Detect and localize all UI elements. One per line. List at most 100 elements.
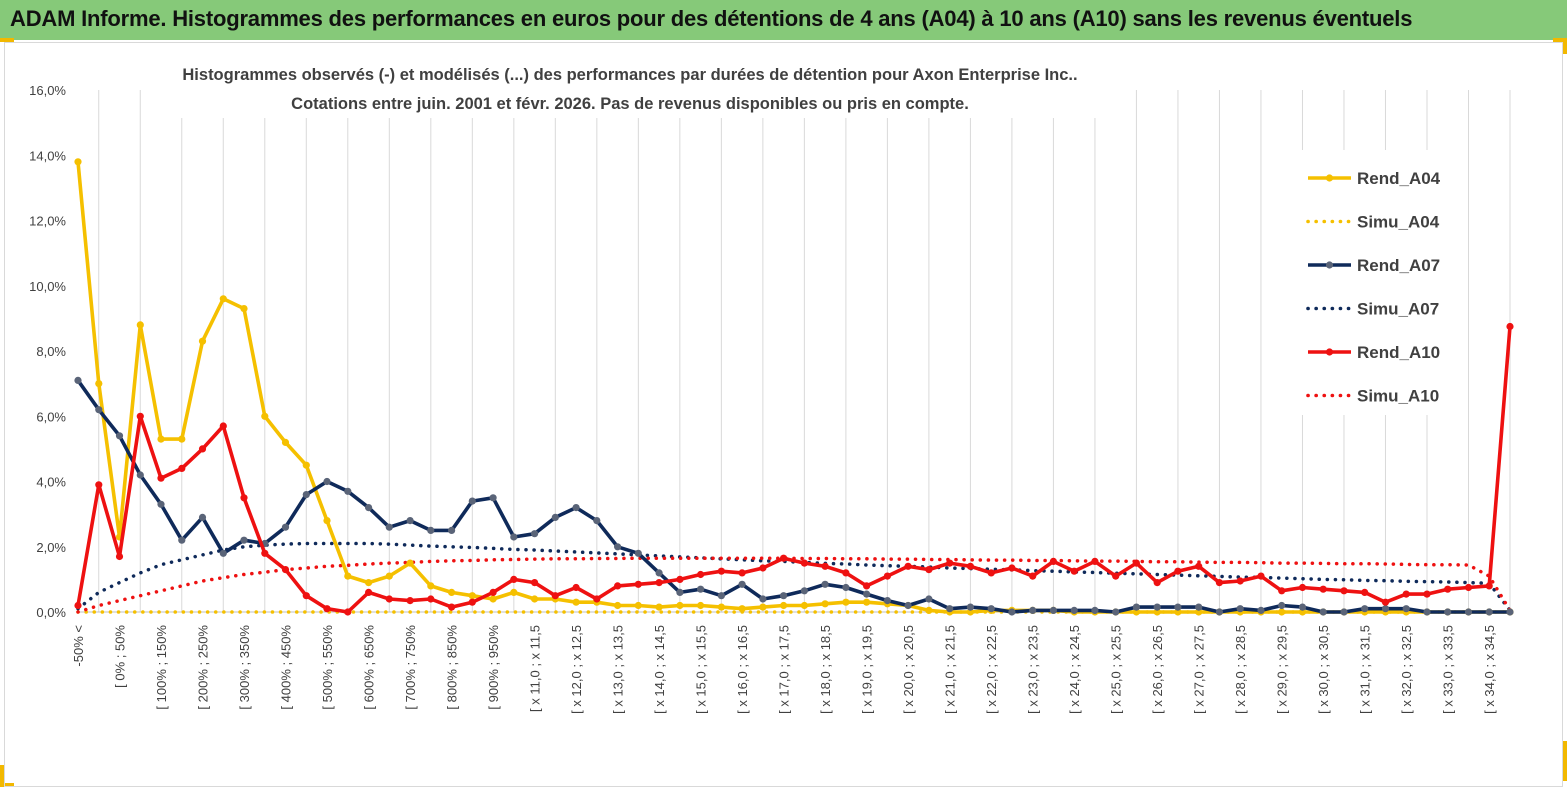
data-point-rend_a07: [821, 580, 829, 588]
data-point-rend_a07: [1257, 606, 1265, 615]
data-point-rend_a10: [780, 554, 788, 562]
data-point-rend_a10: [655, 579, 663, 587]
series-line-rend_a04: [76, 161, 1510, 614]
data-point-rend_a10: [1174, 567, 1182, 575]
data-point-rend_a10: [74, 601, 82, 610]
data-point-rend_a07: [1402, 605, 1410, 613]
data-point-rend_a04: [510, 588, 518, 597]
x-tick-label: [ x 14,0 ; x 14,5: [652, 625, 667, 714]
data-point-rend_a07: [323, 477, 331, 486]
data-point-rend_a07: [1091, 606, 1099, 615]
data-point-rend_a04: [489, 595, 497, 603]
data-point-rend_a07: [1236, 605, 1244, 613]
x-tick-label: [ x 16,0 ; x 16,5: [735, 625, 750, 714]
title-backdrop: [150, 58, 1110, 118]
data-point-rend_a07: [344, 487, 352, 495]
data-point-rend_a07: [738, 580, 746, 588]
x-tick-label: [ x 20,0 ; x 20,5: [901, 625, 916, 714]
data-point-rend_a04: [157, 435, 165, 443]
data-point-rend_a10: [925, 566, 933, 574]
x-tick-label: [ x 33,0 ; x 33,5: [1441, 625, 1456, 714]
data-point-rend_a07: [904, 601, 912, 610]
data-point-rend_a04: [302, 461, 310, 469]
data-point-rend_a07: [842, 583, 850, 592]
data-point-rend_a04: [448, 588, 456, 597]
x-tick-label: [ x 34,0 ; x 34,5: [1482, 625, 1497, 714]
data-point-rend_a04: [717, 603, 726, 611]
data-point-rend_a07: [572, 504, 580, 512]
data-point-rend_a04: [531, 595, 539, 603]
data-point-rend_a10: [1506, 322, 1514, 331]
data-point-rend_a07: [1298, 603, 1307, 611]
data-point-rend_a07: [759, 595, 767, 603]
y-tick-label: 0,0%: [36, 605, 66, 620]
data-point-rend_a10: [966, 562, 975, 570]
legend: Rend_A04 Simu_A04 Rend_A07 Simu_A07 Rend_A10…: [1306, 169, 1441, 406]
x-tick-label: [ 600% ; 650%: [362, 625, 377, 710]
data-point-rend_a04: [780, 601, 788, 610]
data-point-rend_a04: [198, 337, 207, 345]
data-point-rend_a10: [115, 552, 124, 561]
data-point-rend_a10: [883, 572, 892, 580]
data-point-rend_a10: [448, 603, 456, 611]
data-point-rend_a07: [115, 432, 124, 440]
data-point-rend_a07: [1049, 606, 1057, 615]
data-point-rend_a10: [1319, 585, 1327, 593]
data-point-rend_a10: [1381, 598, 1390, 606]
chart-frame: [4, 42, 1563, 787]
data-point-rend_a04: [365, 579, 373, 587]
vertical-gridlines: [98, 90, 1511, 612]
data-point-rend_a07: [157, 500, 165, 508]
y-tick-label: 16,0%: [29, 83, 66, 98]
data-point-rend_a07: [489, 494, 497, 502]
data-point-rend_a10: [738, 569, 746, 577]
data-point-rend_a10: [1402, 590, 1410, 598]
corner-mark-top-left: [0, 38, 14, 42]
data-point-rend_a07: [800, 587, 809, 595]
x-tick-label: [ x 12,0 ; x 12,5: [569, 625, 584, 714]
x-tick-label: [ x 24,0 ; x 24,5: [1067, 625, 1082, 714]
data-point-rend_a04: [385, 572, 393, 580]
data-point-rend_a07: [240, 536, 248, 544]
data-point-rend_a07: [1361, 605, 1369, 613]
data-point-rend_a07: [385, 523, 393, 531]
report-banner: ADAM Informe. Histogrammes des performan…: [0, 0, 1567, 40]
data-point-rend_a04: [281, 438, 290, 446]
legend-label-simu_a10: Simu_A10: [1357, 387, 1439, 406]
data-point-rend_a10: [427, 595, 435, 603]
data-point-rend_a04: [738, 605, 746, 613]
data-point-rend_a04: [323, 517, 331, 525]
data-point-rend_a04: [655, 603, 663, 611]
data-point-rend_a10: [1195, 562, 1203, 570]
x-tick-label: [ 300% ; 350%: [237, 625, 252, 710]
legend-label-simu_a07: Simu_A07: [1357, 300, 1439, 319]
data-point-rend_a10: [1132, 559, 1140, 567]
data-point-rend_a10: [219, 422, 227, 430]
data-point-rend_a07: [966, 603, 975, 611]
x-tick-label: [ x 13,0 ; x 13,5: [611, 625, 626, 714]
data-point-rend_a07: [614, 543, 622, 551]
legend-marker: [1325, 174, 1334, 182]
x-tick-label: -50% <: [71, 625, 86, 667]
data-point-rend_a04: [344, 572, 352, 580]
data-point-rend_a07: [531, 530, 539, 538]
y-tick-label: 8,0%: [36, 344, 66, 359]
y-tick-label: 14,0%: [29, 148, 66, 163]
data-point-rend_a10: [1049, 557, 1057, 566]
data-point-rend_a07: [1506, 608, 1514, 616]
data-point-rend_a10: [385, 595, 393, 603]
data-point-rend_a10: [178, 464, 186, 472]
data-point-rend_a07: [655, 569, 663, 577]
data-point-rend_a10: [1485, 582, 1493, 590]
x-tick-label: [ x 23,0 ; x 23,5: [1026, 625, 1041, 714]
data-point-rend_a10: [863, 582, 871, 590]
corner-mark-right-bottom: [1563, 741, 1567, 781]
data-point-rend_a10: [634, 580, 642, 588]
x-tick-label: [ 100% ; 150%: [154, 625, 169, 710]
data-point-rend_a07: [593, 517, 601, 525]
data-point-rend_a07: [365, 504, 373, 512]
data-point-rend_a04: [1278, 608, 1286, 616]
data-point-rend_a10: [261, 549, 269, 557]
x-tick-label: [ x 17,0 ; x 17,5: [777, 625, 792, 714]
data-point-rend_a10: [800, 559, 809, 567]
